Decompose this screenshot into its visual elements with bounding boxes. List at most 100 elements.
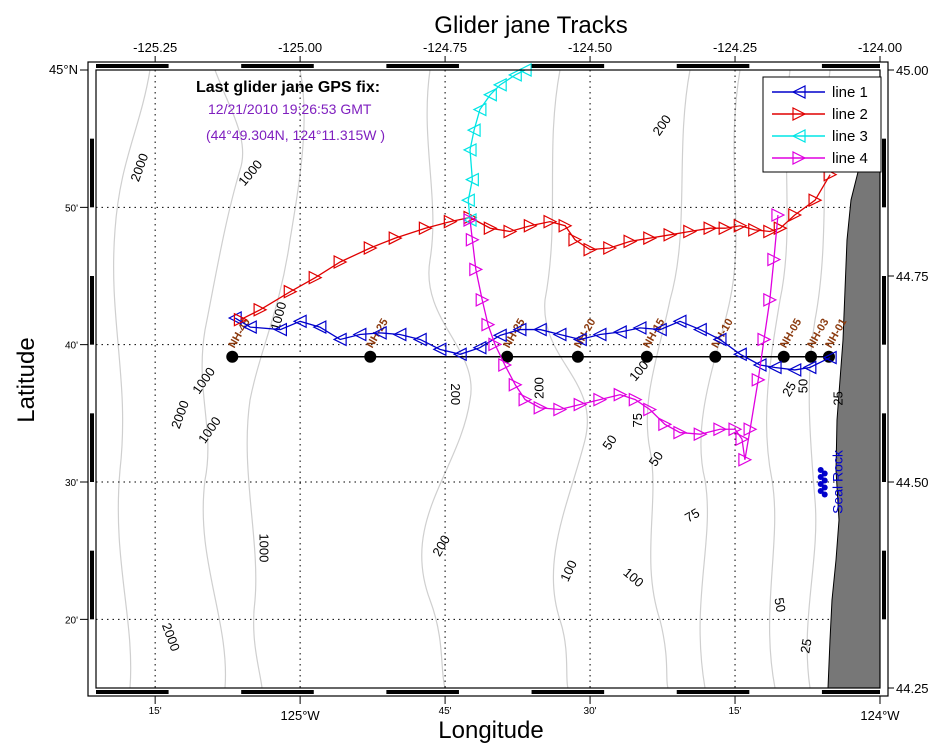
seal-rock-marker	[821, 470, 828, 477]
track-marker	[558, 218, 573, 233]
frame-bar	[96, 64, 169, 68]
frame-bar	[96, 690, 169, 694]
track-marker	[508, 377, 523, 392]
track-marker	[523, 218, 538, 233]
last-fix-heading: Last glider jane GPS fix:	[196, 79, 380, 96]
contour-label: 75	[630, 413, 645, 427]
station-marker	[364, 350, 377, 363]
track-marker	[363, 241, 378, 255]
bottom-tick-label: 15'	[149, 706, 162, 717]
plot-border	[95, 69, 881, 689]
track-marker	[593, 392, 608, 407]
legend-label: line 1	[832, 84, 868, 101]
track-marker	[352, 327, 367, 342]
bathymetry-contours	[113, 69, 831, 689]
frame-bar	[882, 276, 886, 345]
track-marker	[388, 231, 403, 246]
track-marker	[227, 311, 242, 325]
frame-bar	[821, 64, 880, 68]
track-marker	[808, 193, 823, 208]
track-marker	[452, 347, 467, 362]
station-marker	[501, 350, 514, 363]
track-marker	[273, 322, 288, 337]
frame-bar	[241, 690, 314, 694]
frame-bar	[882, 138, 886, 208]
contour-label: 200	[448, 383, 463, 405]
track-marker	[483, 221, 498, 236]
track-marker	[492, 328, 507, 343]
track-marker	[443, 214, 458, 229]
track-marker	[632, 320, 647, 335]
bottom-tick-label: 125°W	[281, 708, 321, 723]
station-marker	[804, 350, 817, 363]
track-marker	[733, 218, 748, 233]
left-tick-label: 20'	[65, 615, 78, 626]
track-marker	[712, 332, 727, 347]
track-marker	[773, 221, 788, 236]
track-marker	[392, 327, 407, 342]
track-line-2	[240, 174, 831, 321]
y-axis-label: Latitude	[13, 337, 40, 422]
track-marker	[743, 422, 758, 437]
track-line-1	[234, 317, 831, 371]
station-marker	[226, 350, 239, 363]
track-marker	[553, 402, 568, 417]
top-tick-label: -125.00	[278, 40, 322, 55]
frame-bar	[882, 550, 886, 620]
frame-outer-border	[87, 61, 889, 697]
track-marker	[432, 342, 447, 357]
track-marker	[757, 332, 772, 347]
last-fix-annotation: Last glider jane GPS fix: 12/21/2010 19:…	[196, 79, 385, 143]
track-marker	[787, 362, 802, 377]
bottom-tick-label: 30'	[584, 706, 597, 717]
track-marker	[713, 422, 728, 437]
graticule	[96, 70, 880, 688]
track-marker	[518, 392, 533, 407]
track-marker	[507, 67, 522, 82]
legend-label: line 3	[832, 128, 868, 145]
track-marker	[643, 231, 658, 246]
frame-bar	[386, 64, 459, 68]
track-marker	[543, 214, 558, 229]
map-frame	[87, 61, 889, 697]
track-marker	[466, 123, 481, 138]
contour-label: 50	[796, 379, 811, 393]
legend-label: line 4	[832, 150, 868, 167]
track-marker	[643, 402, 658, 417]
track-marker	[802, 360, 817, 375]
frame-bar	[821, 690, 880, 694]
frame-bar	[90, 138, 94, 208]
right-tick-label: 44.75	[896, 269, 929, 284]
track-marker	[568, 232, 583, 247]
left-tick-label: 50'	[65, 203, 78, 214]
right-tick-label: 44.25	[896, 681, 929, 696]
contour-label: 50	[599, 432, 620, 452]
seal-rock-label: Seal Rock	[830, 449, 846, 514]
frame-bar	[531, 690, 605, 694]
track-marker	[692, 322, 707, 337]
track-marker	[652, 322, 667, 337]
contour-label: 25	[779, 379, 799, 399]
station-marker	[777, 350, 790, 363]
seal-rock-marker	[817, 467, 824, 473]
track-marker	[613, 387, 628, 402]
track-marker	[333, 255, 348, 269]
track-marker	[498, 358, 513, 372]
track-marker	[735, 432, 750, 447]
track-marker	[242, 320, 257, 335]
track-marker	[771, 208, 786, 222]
track-marker	[465, 232, 480, 247]
track-marker	[283, 284, 298, 299]
track-marker	[463, 212, 478, 227]
seal-rock-marker	[817, 474, 824, 480]
legend-marker	[792, 107, 807, 121]
track-marker	[481, 317, 496, 332]
top-tick-label: -124.50	[568, 40, 612, 55]
track-marker	[763, 224, 778, 239]
track-marker	[822, 350, 837, 365]
seal-rock-marker	[821, 477, 828, 484]
x-axis-label: Longitude	[438, 717, 543, 744]
track-marker	[332, 332, 347, 347]
right-tick-label: 45.00	[896, 63, 929, 78]
